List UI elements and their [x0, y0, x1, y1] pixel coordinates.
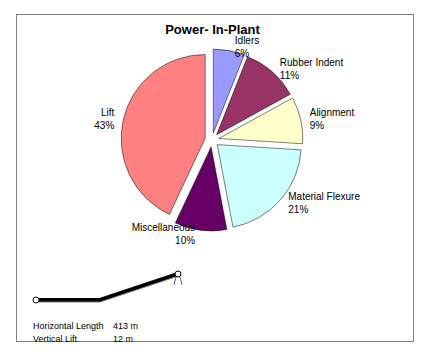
svg-text:43%: 43%: [94, 120, 114, 131]
html-text:413 m: 413 m: [113, 321, 138, 331]
html-text:Horizontal Length: Horizontal Length: [33, 321, 104, 331]
svg-text:6%: 6%: [235, 48, 250, 59]
html-text:Vertical Lift: Vertical Lift: [33, 334, 77, 344]
svg-text:Lift: Lift: [101, 107, 115, 118]
svg-text:Rubber Indent: Rubber Indent: [280, 57, 344, 68]
svg-text:Idlers: Idlers: [234, 34, 260, 46]
svg-text:Miscellaneous: Miscellaneous: [132, 222, 195, 233]
svg-text:11%: 11%: [280, 70, 299, 81]
svg-text:Power- In-Plant: Power- In-Plant: [165, 22, 260, 37]
svg-text:21%: 21%: [288, 204, 308, 215]
html-text:12 m: 12 m: [113, 334, 133, 344]
svg-text:10%: 10%: [175, 235, 195, 246]
svg-text:Alignment: Alignment: [310, 107, 355, 118]
svg-text:Material Flexure: Material Flexure: [288, 191, 360, 202]
svg-text:9%: 9%: [310, 120, 325, 131]
